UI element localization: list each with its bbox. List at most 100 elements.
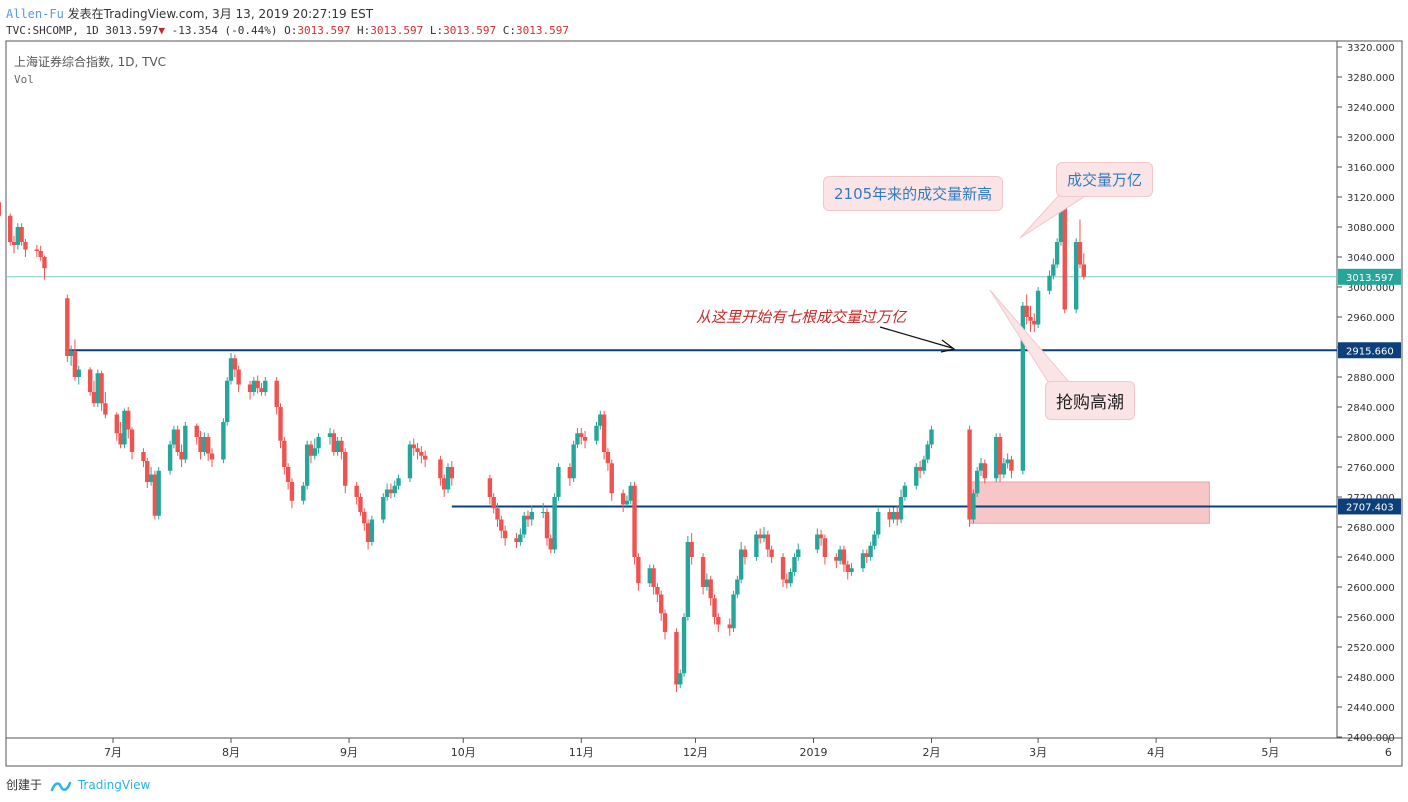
candle[interactable] <box>731 590 736 632</box>
candle[interactable] <box>1001 458 1007 479</box>
candle[interactable] <box>647 564 652 588</box>
price-axis[interactable] <box>1336 40 1403 739</box>
candle[interactable] <box>114 412 120 441</box>
candle[interactable] <box>689 533 694 565</box>
candle[interactable] <box>301 482 306 505</box>
candle[interactable] <box>381 493 386 524</box>
candle[interactable] <box>769 545 774 563</box>
candle[interactable] <box>529 506 534 526</box>
candle[interactable] <box>282 437 287 475</box>
candle[interactable] <box>278 403 283 449</box>
candle[interactable] <box>1005 453 1010 469</box>
candle[interactable] <box>598 410 603 430</box>
candle[interactable] <box>1081 253 1086 280</box>
candle[interactable] <box>72 339 78 381</box>
candle[interactable] <box>122 408 127 449</box>
candle[interactable] <box>636 553 641 591</box>
candle[interactable] <box>1062 204 1067 314</box>
candle[interactable] <box>362 508 367 531</box>
candle[interactable] <box>620 489 626 513</box>
candle[interactable] <box>609 459 614 501</box>
candle[interactable] <box>765 530 771 557</box>
candle[interactable] <box>708 575 713 606</box>
candle[interactable] <box>179 444 184 468</box>
candle[interactable] <box>225 377 230 426</box>
candle[interactable] <box>712 594 717 625</box>
candle[interactable] <box>716 613 721 632</box>
candle[interactable] <box>632 482 637 565</box>
candle[interactable] <box>518 528 523 546</box>
candle[interactable] <box>396 474 401 490</box>
candle[interactable] <box>502 525 508 546</box>
candle[interactable] <box>841 545 847 572</box>
candle[interactable] <box>624 495 630 509</box>
candle[interactable] <box>628 482 633 505</box>
candle[interactable] <box>202 432 207 456</box>
candle[interactable] <box>34 245 40 257</box>
candle[interactable] <box>845 560 850 580</box>
candle[interactable] <box>681 613 687 677</box>
note-seven-candles[interactable]: 从这里开始有七根成交量过万亿 <box>696 308 907 326</box>
candle[interactable] <box>209 448 215 467</box>
candle[interactable] <box>99 371 104 411</box>
candle[interactable] <box>704 573 710 591</box>
candle[interactable] <box>872 530 877 550</box>
callout-high-volume[interactable]: 2105年来的成交量新高 <box>823 176 1004 211</box>
candle[interactable] <box>255 375 260 394</box>
candle[interactable] <box>925 440 930 464</box>
candle[interactable] <box>659 590 664 621</box>
candle[interactable] <box>407 440 413 482</box>
candle[interactable] <box>929 425 934 449</box>
candle[interactable] <box>365 519 371 550</box>
candle[interactable] <box>369 515 375 546</box>
candle[interactable] <box>205 433 211 461</box>
candle[interactable] <box>651 564 656 595</box>
candle[interactable] <box>312 438 317 460</box>
candle[interactable] <box>1054 238 1060 269</box>
candle[interactable] <box>735 575 740 599</box>
candle[interactable] <box>876 508 881 539</box>
candle[interactable] <box>263 377 268 396</box>
candle[interactable] <box>967 425 972 527</box>
candle[interactable] <box>331 429 337 456</box>
candle[interactable] <box>837 545 843 565</box>
candle[interactable] <box>251 377 257 396</box>
candle[interactable] <box>917 461 923 479</box>
candle[interactable] <box>232 354 238 378</box>
candle[interactable] <box>834 553 839 569</box>
candle[interactable] <box>742 545 748 565</box>
candle[interactable] <box>757 528 763 544</box>
candle[interactable] <box>849 563 854 576</box>
candle[interactable] <box>1047 270 1052 295</box>
candle[interactable] <box>236 365 241 392</box>
candle[interactable] <box>422 450 428 468</box>
candle[interactable] <box>171 425 177 449</box>
candle[interactable] <box>259 383 264 396</box>
candle[interactable] <box>15 223 21 250</box>
author-name[interactable]: Allen-Fu <box>6 7 64 21</box>
candle[interactable] <box>796 543 801 561</box>
level-price-tag[interactable]: 2707.403 <box>1338 498 1401 515</box>
candle[interactable] <box>994 433 999 482</box>
candle[interactable] <box>974 467 980 497</box>
candle[interactable] <box>388 483 394 499</box>
candle[interactable] <box>982 459 988 484</box>
candle[interactable] <box>891 507 896 524</box>
candle[interactable] <box>685 536 691 621</box>
candle[interactable] <box>818 530 824 546</box>
candle[interactable] <box>419 446 424 464</box>
candle[interactable] <box>499 515 504 539</box>
candle[interactable] <box>521 512 527 539</box>
candle[interactable] <box>148 467 154 486</box>
candle[interactable] <box>327 428 333 445</box>
candle[interactable] <box>68 345 74 366</box>
candle[interactable] <box>0 199 1 222</box>
candle[interactable] <box>754 530 759 561</box>
candle[interactable] <box>354 482 359 505</box>
candle[interactable] <box>129 427 135 460</box>
candle[interactable] <box>921 455 927 475</box>
candle[interactable] <box>442 474 447 498</box>
candle[interactable] <box>575 428 580 449</box>
candle[interactable] <box>285 463 291 490</box>
level-price-tag[interactable]: 2915.660 <box>1338 342 1401 359</box>
